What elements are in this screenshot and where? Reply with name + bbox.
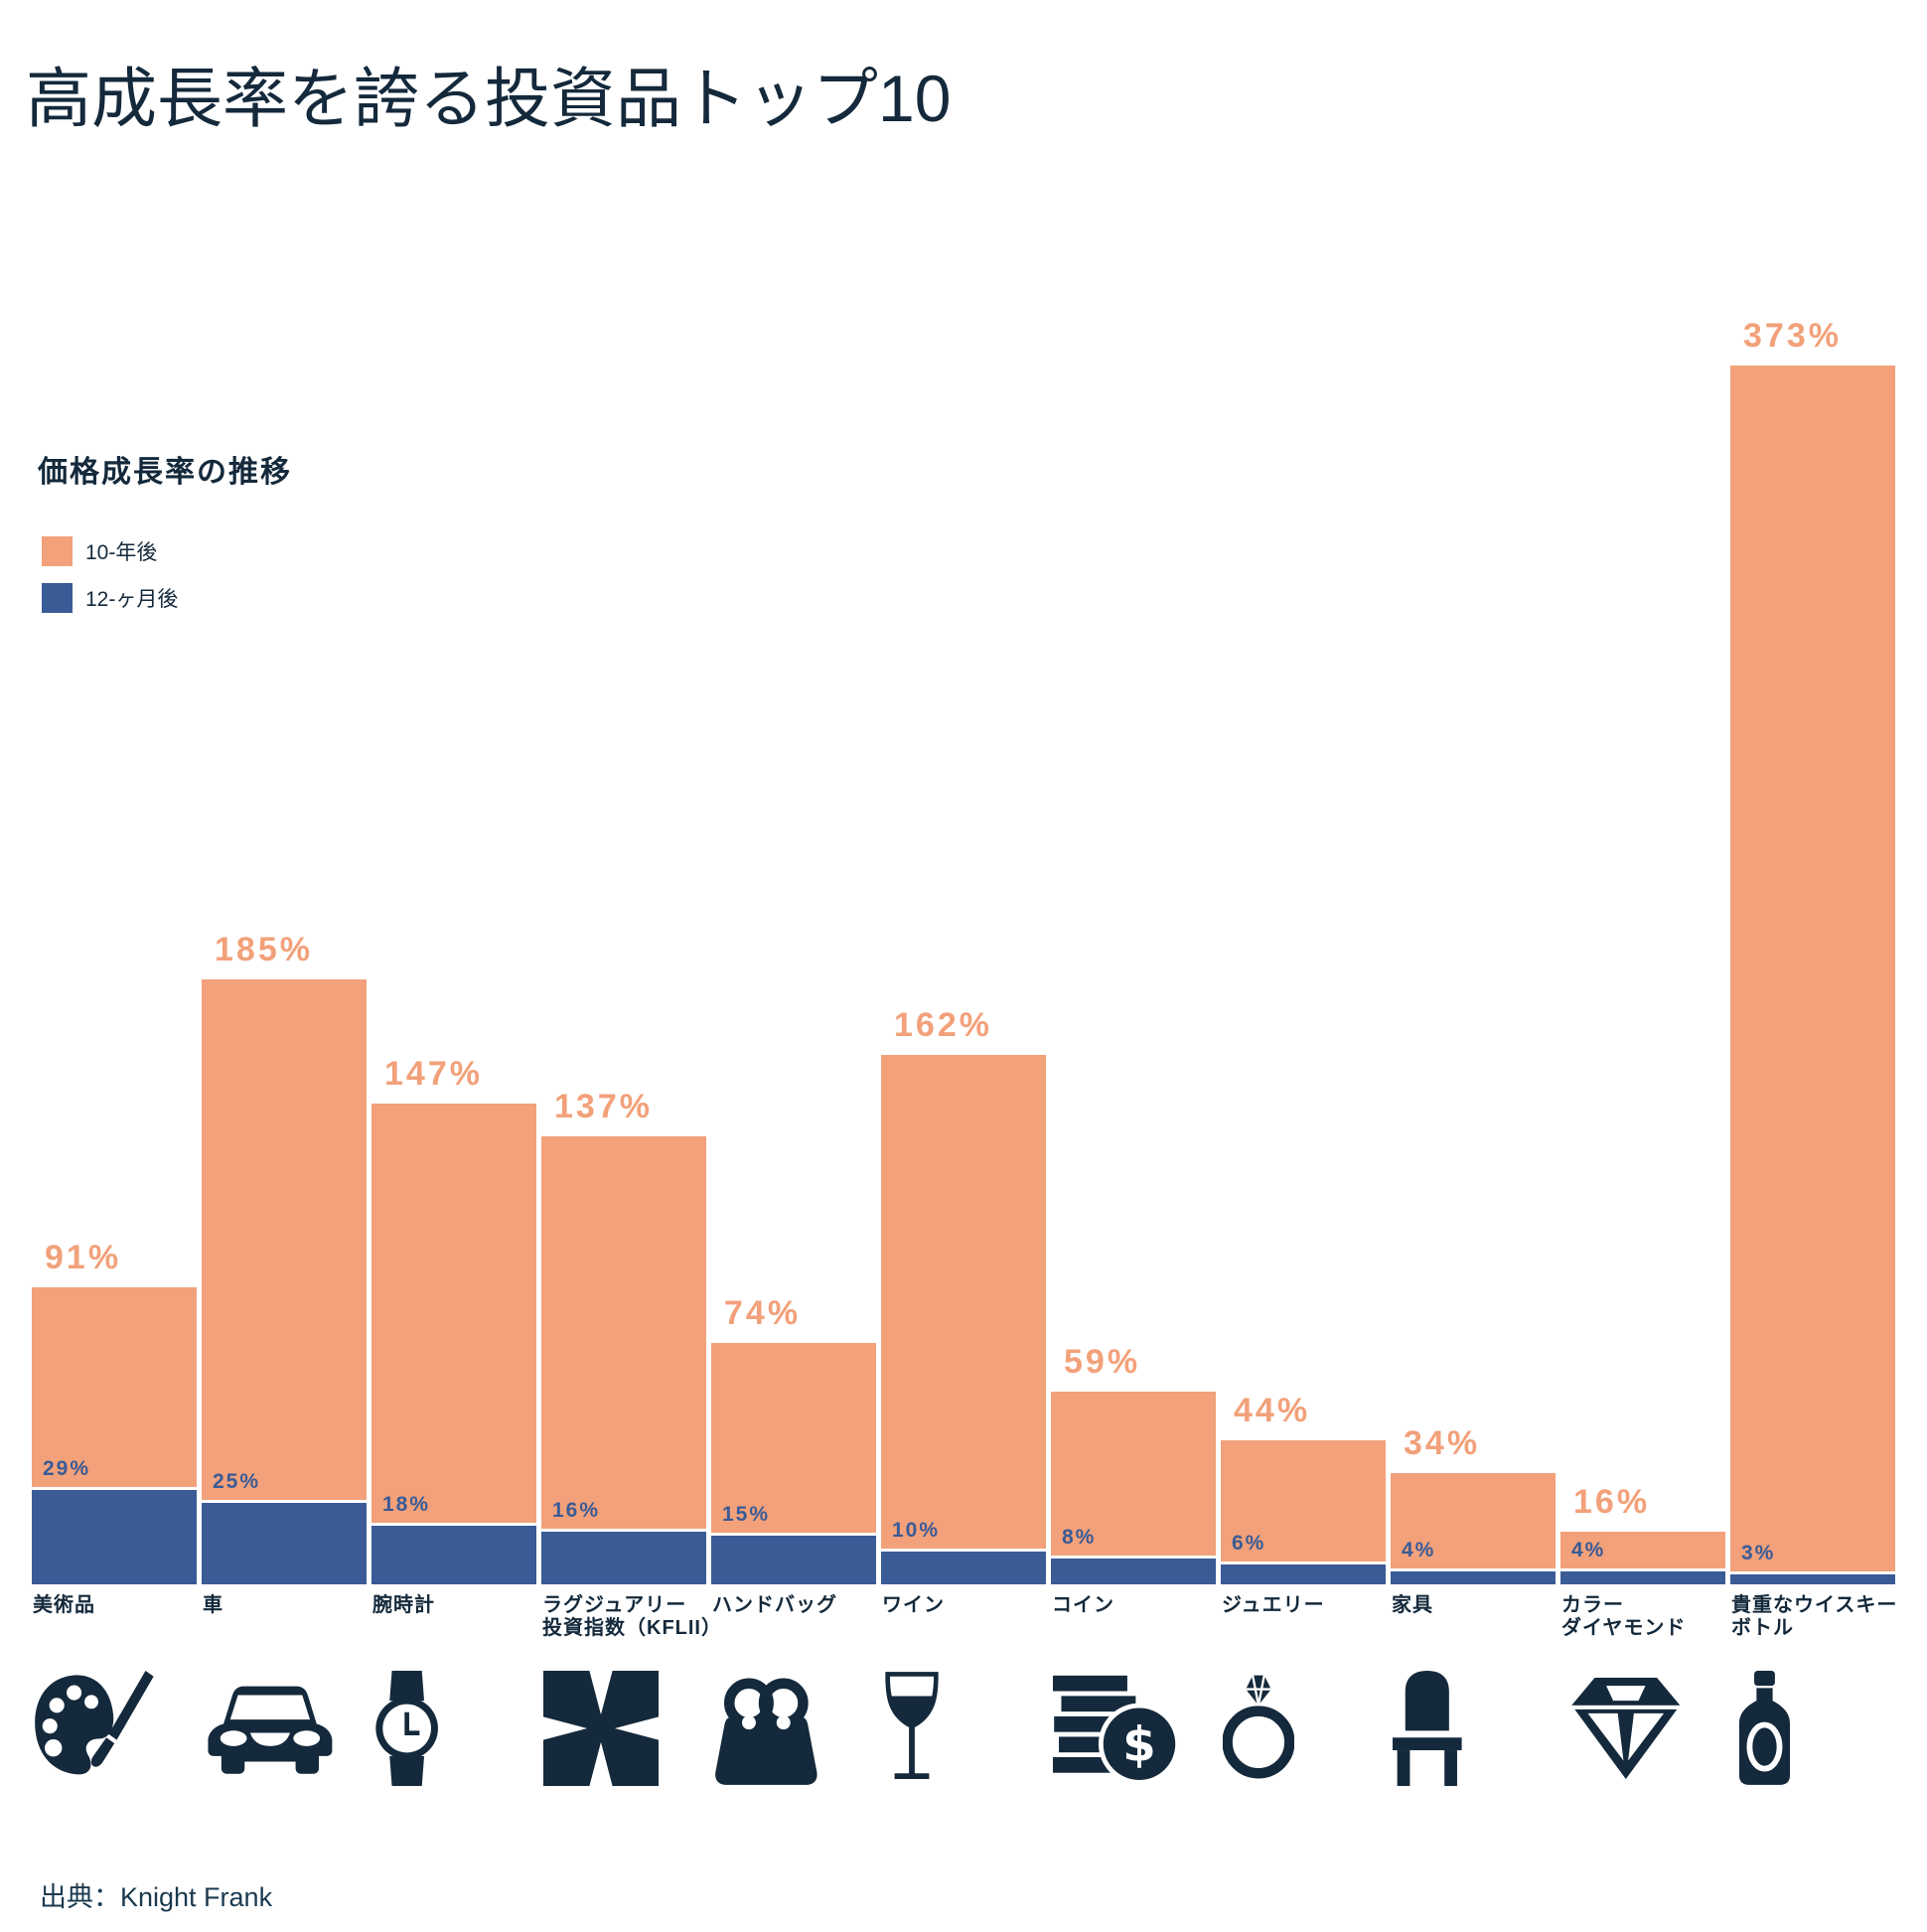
bar-group: 44% 6% ジュエリー	[1221, 0, 1386, 1932]
bar-value-label-10yr: 162%	[894, 1006, 992, 1044]
bar-12mo	[1221, 1561, 1386, 1584]
bar-value-label-12mo: 18%	[382, 1493, 431, 1516]
chart-subtitle: 価格成長率の推移	[38, 456, 292, 489]
bar-value-label-10yr: 147%	[384, 1055, 483, 1093]
bar-10yr	[202, 979, 367, 1584]
category-label: カラー ダイヤモンド	[1561, 1594, 1687, 1639]
diamond-icon	[1562, 1671, 1690, 1786]
bar-value-label-10yr: 373%	[1743, 317, 1842, 355]
ring-icon	[1223, 1671, 1294, 1786]
svg-text:$: $	[1122, 1717, 1156, 1773]
legend-item-10yr: 10-年後	[42, 536, 178, 566]
bar-12mo	[202, 1500, 367, 1584]
bar-12mo	[371, 1523, 536, 1584]
source-attribution: 出典：Knight Frank	[40, 1882, 273, 1912]
bar-12mo	[1560, 1568, 1725, 1584]
bar-value-label-12mo: 25%	[213, 1470, 261, 1493]
category-label: 貴重なウイスキー ボトル	[1731, 1594, 1898, 1639]
bar-group: 137% 16% ラグジュアリー 投資指数（KFLII）	[541, 0, 721, 1932]
category-label: ジュエリー	[1222, 1594, 1325, 1616]
bar-value-label-12mo: 4%	[1402, 1539, 1436, 1561]
bar-group: 147% 18% 腕時計	[371, 0, 536, 1932]
category-label: ワイン	[882, 1594, 945, 1616]
legend-swatch-12mo-icon	[42, 583, 73, 613]
coins-icon: $	[1053, 1671, 1178, 1786]
bar-12mo	[1730, 1571, 1895, 1584]
bar-10yr	[371, 1104, 536, 1584]
category-label: 車	[203, 1594, 223, 1616]
bar-10yr	[541, 1136, 706, 1584]
category-label: ハンドバッグ	[712, 1594, 837, 1616]
legend-label-12mo: 12-ヶ月後	[85, 588, 179, 611]
bar-value-label-12mo: 16%	[552, 1499, 601, 1522]
bar-value-label-12mo: 29%	[43, 1457, 91, 1480]
bar-value-label-10yr: 59%	[1064, 1343, 1141, 1381]
page-title: 高成長率を誇る投資品トップ10	[26, 62, 952, 136]
bar-value-label-10yr: 44%	[1234, 1392, 1311, 1429]
whisky-bottle-icon	[1732, 1671, 1797, 1786]
bar-value-label-12mo: 8%	[1062, 1526, 1097, 1549]
category-label: 腕時計	[372, 1594, 435, 1616]
bar-value-label-10yr: 16%	[1573, 1483, 1651, 1521]
bar-group: 16% 4% カラー ダイヤモンド	[1560, 0, 1725, 1932]
bar-group: 185% 25% 車	[202, 0, 367, 1932]
bar-value-label-12mo: 10%	[892, 1519, 941, 1542]
bar-value-label-10yr: 34%	[1404, 1424, 1481, 1462]
bar-value-label-12mo: 15%	[722, 1503, 771, 1526]
legend-swatch-10yr-icon	[42, 536, 73, 566]
bar-10yr	[1391, 1473, 1556, 1584]
legend-label-10yr: 10-年後	[85, 541, 158, 564]
bar-12mo	[711, 1533, 876, 1584]
bar-value-label-10yr: 185%	[215, 931, 313, 968]
bar-value-label-10yr: 74%	[724, 1294, 802, 1332]
category-label: 美術品	[33, 1594, 95, 1616]
bar-group: 34% 4% 家具	[1391, 0, 1556, 1932]
category-label: ラグジュアリー 投資指数（KFLII）	[542, 1594, 722, 1639]
bar-12mo	[881, 1549, 1046, 1584]
bar-group: 59% 8% コイン $	[1051, 0, 1216, 1932]
bar-10yr	[881, 1055, 1046, 1584]
bar-value-label-12mo: 3%	[1741, 1542, 1776, 1564]
bar-12mo	[1051, 1556, 1216, 1584]
legend-item-12mo: 12-ヶ月後	[42, 583, 178, 613]
bar-10yr	[1730, 366, 1895, 1584]
bar-group: 373% 3% 貴重なウイスキー ボトル	[1730, 0, 1896, 1932]
bar-group: 74% 15% ハンドバッグ	[711, 0, 876, 1932]
bar-group: 162% 10% ワイン	[881, 0, 1046, 1932]
bar-value-label-12mo: 4%	[1571, 1539, 1606, 1561]
watch-icon	[373, 1671, 440, 1786]
bar-group: 91% 29% 美術品	[32, 0, 197, 1932]
handbag-icon	[713, 1671, 819, 1786]
bar-12mo	[541, 1529, 706, 1584]
bar-12mo	[1391, 1568, 1556, 1584]
car-icon	[204, 1671, 337, 1786]
bar-10yr	[1221, 1440, 1386, 1584]
bar-value-label-10yr: 91%	[45, 1239, 122, 1276]
wine-glass-icon	[883, 1671, 941, 1786]
bar-value-label-12mo: 6%	[1232, 1532, 1266, 1555]
kflii-logo-icon	[543, 1671, 659, 1786]
chair-icon	[1393, 1671, 1462, 1786]
bar-value-label-10yr: 137%	[554, 1088, 653, 1125]
category-label: 家具	[1392, 1594, 1433, 1616]
chart-legend: 10-年後 12-ヶ月後	[42, 536, 178, 613]
category-label: コイン	[1052, 1594, 1114, 1616]
bar-10yr	[1051, 1392, 1216, 1584]
palette-icon	[34, 1671, 155, 1786]
bar-12mo	[32, 1487, 197, 1584]
